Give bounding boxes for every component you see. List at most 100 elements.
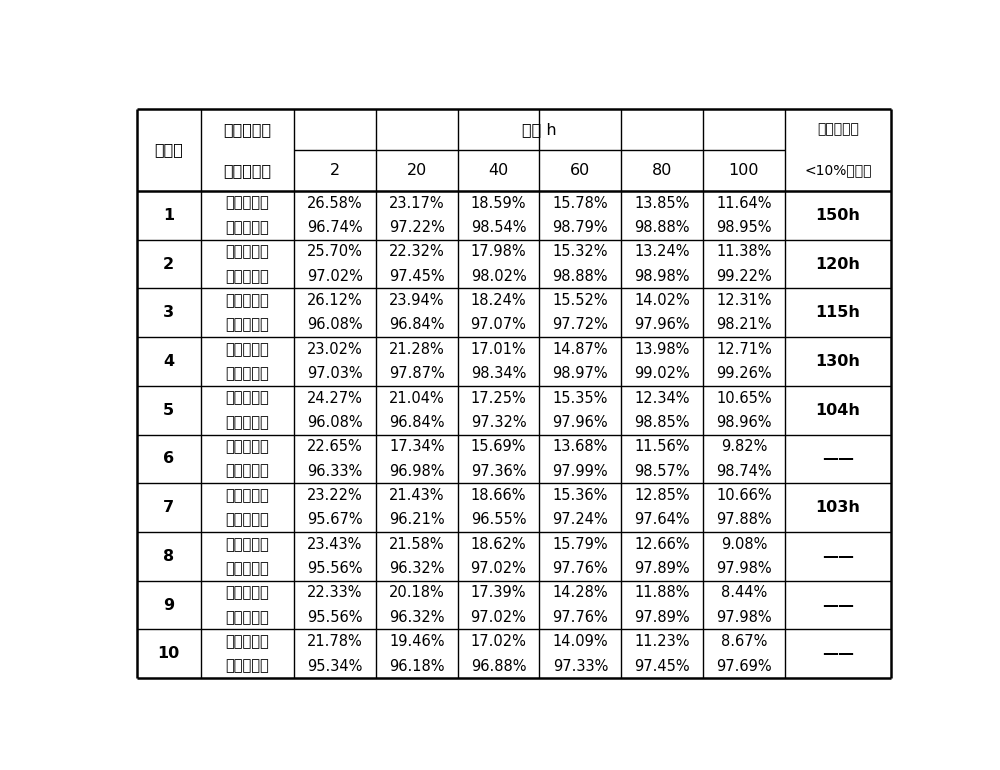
Text: 11.23%: 11.23% <box>634 634 690 649</box>
Text: 98.88%: 98.88% <box>634 220 690 235</box>
Text: 96.55%: 96.55% <box>471 512 526 527</box>
Text: 98.97%: 98.97% <box>553 367 608 381</box>
Text: 96.33%: 96.33% <box>307 464 363 479</box>
Text: 丙烷转化率: 丙烷转化率 <box>225 439 269 454</box>
Text: 15.52%: 15.52% <box>553 293 608 308</box>
Text: 99.22%: 99.22% <box>716 269 772 283</box>
Text: 2: 2 <box>330 163 340 178</box>
Text: 97.98%: 97.98% <box>716 610 772 624</box>
Text: 23.17%: 23.17% <box>389 196 445 211</box>
Text: 11.38%: 11.38% <box>716 244 772 259</box>
Text: 12.34%: 12.34% <box>634 390 690 406</box>
Text: 15.32%: 15.32% <box>553 244 608 259</box>
Text: 14.02%: 14.02% <box>634 293 690 308</box>
Text: 丙烯选择性: 丙烯选择性 <box>225 561 269 576</box>
Text: 17.98%: 17.98% <box>471 244 526 259</box>
Text: 6: 6 <box>163 451 174 467</box>
Text: 15.79%: 15.79% <box>553 537 608 551</box>
Text: 95.67%: 95.67% <box>307 512 363 527</box>
Text: 25.70%: 25.70% <box>307 244 363 259</box>
Text: 11.64%: 11.64% <box>716 196 772 211</box>
Text: 98.54%: 98.54% <box>471 220 526 235</box>
Text: 丙烷转化率: 丙烷转化率 <box>225 585 269 601</box>
Text: 10.66%: 10.66% <box>716 488 772 503</box>
Text: 13.98%: 13.98% <box>634 342 690 357</box>
Text: 13.24%: 13.24% <box>634 244 690 259</box>
Text: 丙烯选择性: 丙烯选择性 <box>225 367 269 381</box>
Text: 18.59%: 18.59% <box>471 196 526 211</box>
Text: 丙烯选择性: 丙烯选择性 <box>225 317 269 333</box>
Text: 8: 8 <box>163 549 174 564</box>
Text: 丙烯选择性: 丙烯选择性 <box>225 415 269 430</box>
Text: 22.65%: 22.65% <box>307 439 363 454</box>
Text: 丙烯选择性: 丙烯选择性 <box>225 269 269 283</box>
Text: 97.99%: 97.99% <box>553 464 608 479</box>
Text: 97.36%: 97.36% <box>471 464 526 479</box>
Text: 13.85%: 13.85% <box>634 196 690 211</box>
Text: 12.66%: 12.66% <box>634 537 690 551</box>
Text: 100: 100 <box>729 163 759 178</box>
Text: 丙烯选择性: 丙烯选择性 <box>225 658 269 674</box>
Text: ——: —— <box>822 598 854 613</box>
Text: 丙烷转化率: 丙烷转化率 <box>225 342 269 357</box>
Text: 15.35%: 15.35% <box>553 390 608 406</box>
Text: 4: 4 <box>163 354 174 369</box>
Text: 96.32%: 96.32% <box>389 561 444 576</box>
Text: 丙烷转化率: 丙烷转化率 <box>225 244 269 259</box>
Text: 99.26%: 99.26% <box>716 367 772 381</box>
Text: 12.71%: 12.71% <box>716 342 772 357</box>
Text: 98.74%: 98.74% <box>716 464 772 479</box>
Text: 13.68%: 13.68% <box>553 439 608 454</box>
Text: 97.76%: 97.76% <box>552 610 608 624</box>
Text: 98.21%: 98.21% <box>716 317 772 333</box>
Text: 9.08%: 9.08% <box>721 537 767 551</box>
Text: 130h: 130h <box>815 354 860 369</box>
Text: 14.87%: 14.87% <box>553 342 608 357</box>
Text: 10: 10 <box>158 646 180 661</box>
Text: 21.28%: 21.28% <box>389 342 445 357</box>
Text: 丙烷转化率: 丙烷转化率 <box>223 122 271 137</box>
Text: 20.18%: 20.18% <box>389 585 445 601</box>
Text: 15.78%: 15.78% <box>553 196 608 211</box>
Text: 21.04%: 21.04% <box>389 390 445 406</box>
Text: 5: 5 <box>163 403 174 417</box>
Text: 98.88%: 98.88% <box>553 269 608 283</box>
Text: 97.72%: 97.72% <box>552 317 608 333</box>
Text: 9.82%: 9.82% <box>721 439 767 454</box>
Text: 12.85%: 12.85% <box>634 488 690 503</box>
Text: 23.02%: 23.02% <box>307 342 363 357</box>
Text: 95.56%: 95.56% <box>307 610 363 624</box>
Text: 60: 60 <box>570 163 590 178</box>
Text: 21.58%: 21.58% <box>389 537 445 551</box>
Text: 97.02%: 97.02% <box>471 561 526 576</box>
Text: 97.33%: 97.33% <box>553 658 608 674</box>
Text: 11.56%: 11.56% <box>634 439 690 454</box>
Text: 丙烯选择性: 丙烯选择性 <box>225 512 269 527</box>
Text: 8.44%: 8.44% <box>721 585 767 601</box>
Text: 97.96%: 97.96% <box>553 415 608 430</box>
Text: 96.84%: 96.84% <box>389 317 444 333</box>
Text: 97.88%: 97.88% <box>716 512 772 527</box>
Text: 实施例: 实施例 <box>154 142 183 158</box>
Text: 98.34%: 98.34% <box>471 367 526 381</box>
Text: 97.02%: 97.02% <box>307 269 363 283</box>
Text: 1: 1 <box>163 208 174 223</box>
Text: 丙烯选择性: 丙烯选择性 <box>223 163 271 178</box>
Text: 15.36%: 15.36% <box>553 488 608 503</box>
Text: 11.88%: 11.88% <box>634 585 690 601</box>
Text: 26.58%: 26.58% <box>307 196 363 211</box>
Text: ——: —— <box>822 646 854 661</box>
Text: 96.08%: 96.08% <box>307 317 363 333</box>
Text: 97.69%: 97.69% <box>716 658 772 674</box>
Text: ——: —— <box>822 451 854 467</box>
Text: 丙烷转化率: 丙烷转化率 <box>225 488 269 503</box>
Text: 98.98%: 98.98% <box>634 269 690 283</box>
Text: 22.33%: 22.33% <box>307 585 363 601</box>
Text: 103h: 103h <box>815 500 860 515</box>
Text: 97.64%: 97.64% <box>634 512 690 527</box>
Text: 10.65%: 10.65% <box>716 390 772 406</box>
Text: 丙烷转化率: 丙烷转化率 <box>225 293 269 308</box>
Text: 98.96%: 98.96% <box>716 415 772 430</box>
Text: 21.43%: 21.43% <box>389 488 444 503</box>
Text: 104h: 104h <box>815 403 860 417</box>
